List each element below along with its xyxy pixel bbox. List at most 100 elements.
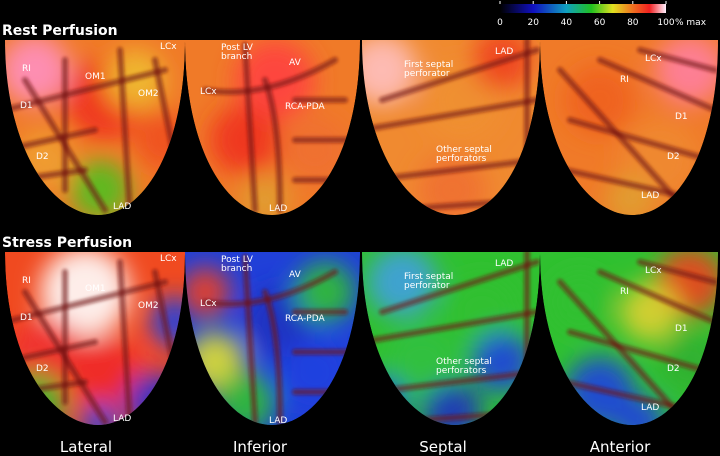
view-label: Inferior [233,438,288,456]
colorbar-tick-label: 80 [627,18,639,28]
vessels [5,259,178,425]
perfusion-blob [295,262,355,322]
vessel [117,259,133,425]
vessel-label: D1 [675,112,688,122]
vessel [369,157,540,183]
vessel [597,269,718,325]
vessel [202,57,338,95]
vessel-label: Other septal [436,145,492,155]
perfusion-blob [615,397,665,425]
vessel [637,259,718,285]
heart-map [362,40,540,215]
vessel-label: LCx [200,299,217,309]
vessel-label: branch [221,52,252,62]
vessel-label: OM1 [85,284,106,294]
vessel [379,47,540,103]
vessel-label: D2 [36,152,49,162]
perfusion-blob [80,402,120,425]
vessel-label: OM2 [138,89,159,99]
vessel-label: perforators [436,154,487,164]
vessel [567,117,713,163]
perfusion-blob [245,287,315,357]
vessel-label: LAD [113,414,131,424]
vessel-label: AV [289,58,302,68]
vessel-label: LAD [641,403,659,413]
perfusion-blob [447,277,517,347]
view-label: Lateral [60,438,112,456]
perfusion-blob [5,40,70,105]
vessel [242,42,258,213]
heart-map [5,252,185,425]
vessel-label: D1 [20,313,33,323]
heart-map [540,40,718,215]
colorbar-tick-label: 40 [561,18,573,28]
perfusion-blob [280,115,350,185]
perfusion-blob [655,40,718,105]
vessel [597,57,718,113]
colorbar-tick-label: 0 [497,18,503,28]
vessel [362,97,540,133]
vessel-label: D1 [675,324,688,334]
vessel-label: OM1 [85,72,106,82]
vessel [379,259,540,315]
vessel-label: LAD [641,191,659,201]
row-title: Rest Perfusion [2,23,118,39]
vessel-label: LAD [495,47,513,57]
vessel-label: AV [289,270,302,280]
vessel-label: LAD [113,202,131,212]
vessel-label: LAD [269,204,287,214]
vessel-label: RCA-PDA [285,102,325,112]
vessel [5,67,168,113]
view-label: Anterior [590,438,651,456]
vessel-label: perforators [436,366,487,376]
colorbar-tick-label: 60 [594,18,606,28]
view-label: Septal [419,438,467,456]
vessel [117,47,133,215]
vessel-label: LCx [160,42,177,52]
colorbar [500,4,666,13]
heart-map [5,40,185,215]
vessel-label: First septal [404,60,453,70]
vessel [5,279,168,325]
perfusion-blobs [362,252,532,425]
perfusion-blob [210,105,280,175]
row-title: Stress Perfusion [2,235,132,251]
vessel [369,369,540,395]
heart-map [185,40,360,215]
vessel-label: LCx [200,87,217,97]
vessel-label: LCx [645,54,662,64]
vessel-label: RI [620,75,629,85]
vessel-label: LCx [160,254,177,264]
vessel [362,309,540,345]
vessel-label: branch [221,264,252,274]
vessel-label: D2 [667,364,680,374]
vessel-label: LAD [495,259,513,269]
vessel [567,329,713,375]
vessel-label: RI [620,287,629,297]
vessel [242,254,258,425]
colorbar-unit: % max [675,18,707,28]
vessel-label: LAD [269,416,287,426]
vessels [557,259,718,425]
vessel-label: Post LV [221,43,254,53]
heart-map [362,252,540,425]
vessels [202,42,353,213]
colorbar-tick-label: 100 [657,18,674,28]
vessel-label: RI [22,64,31,74]
colorbar-tick-label: 20 [527,18,539,28]
vessel-label: RCA-PDA [285,314,325,324]
vessel-label: RI [22,276,31,286]
vessel-label: First septal [404,272,453,282]
vessel-label: D1 [20,101,33,111]
perfusion-blob [387,327,457,397]
vessel-label: LCx [645,266,662,276]
vessel-label: perforator [404,69,450,79]
vessel-label: D2 [667,152,680,162]
perfusion-blob [565,65,635,135]
vessel-label: OM2 [138,301,159,311]
vessel-label: Post LV [221,255,254,265]
vessel [637,47,718,73]
perfusion-blob [422,382,482,425]
vessel-label: perforator [404,281,450,291]
